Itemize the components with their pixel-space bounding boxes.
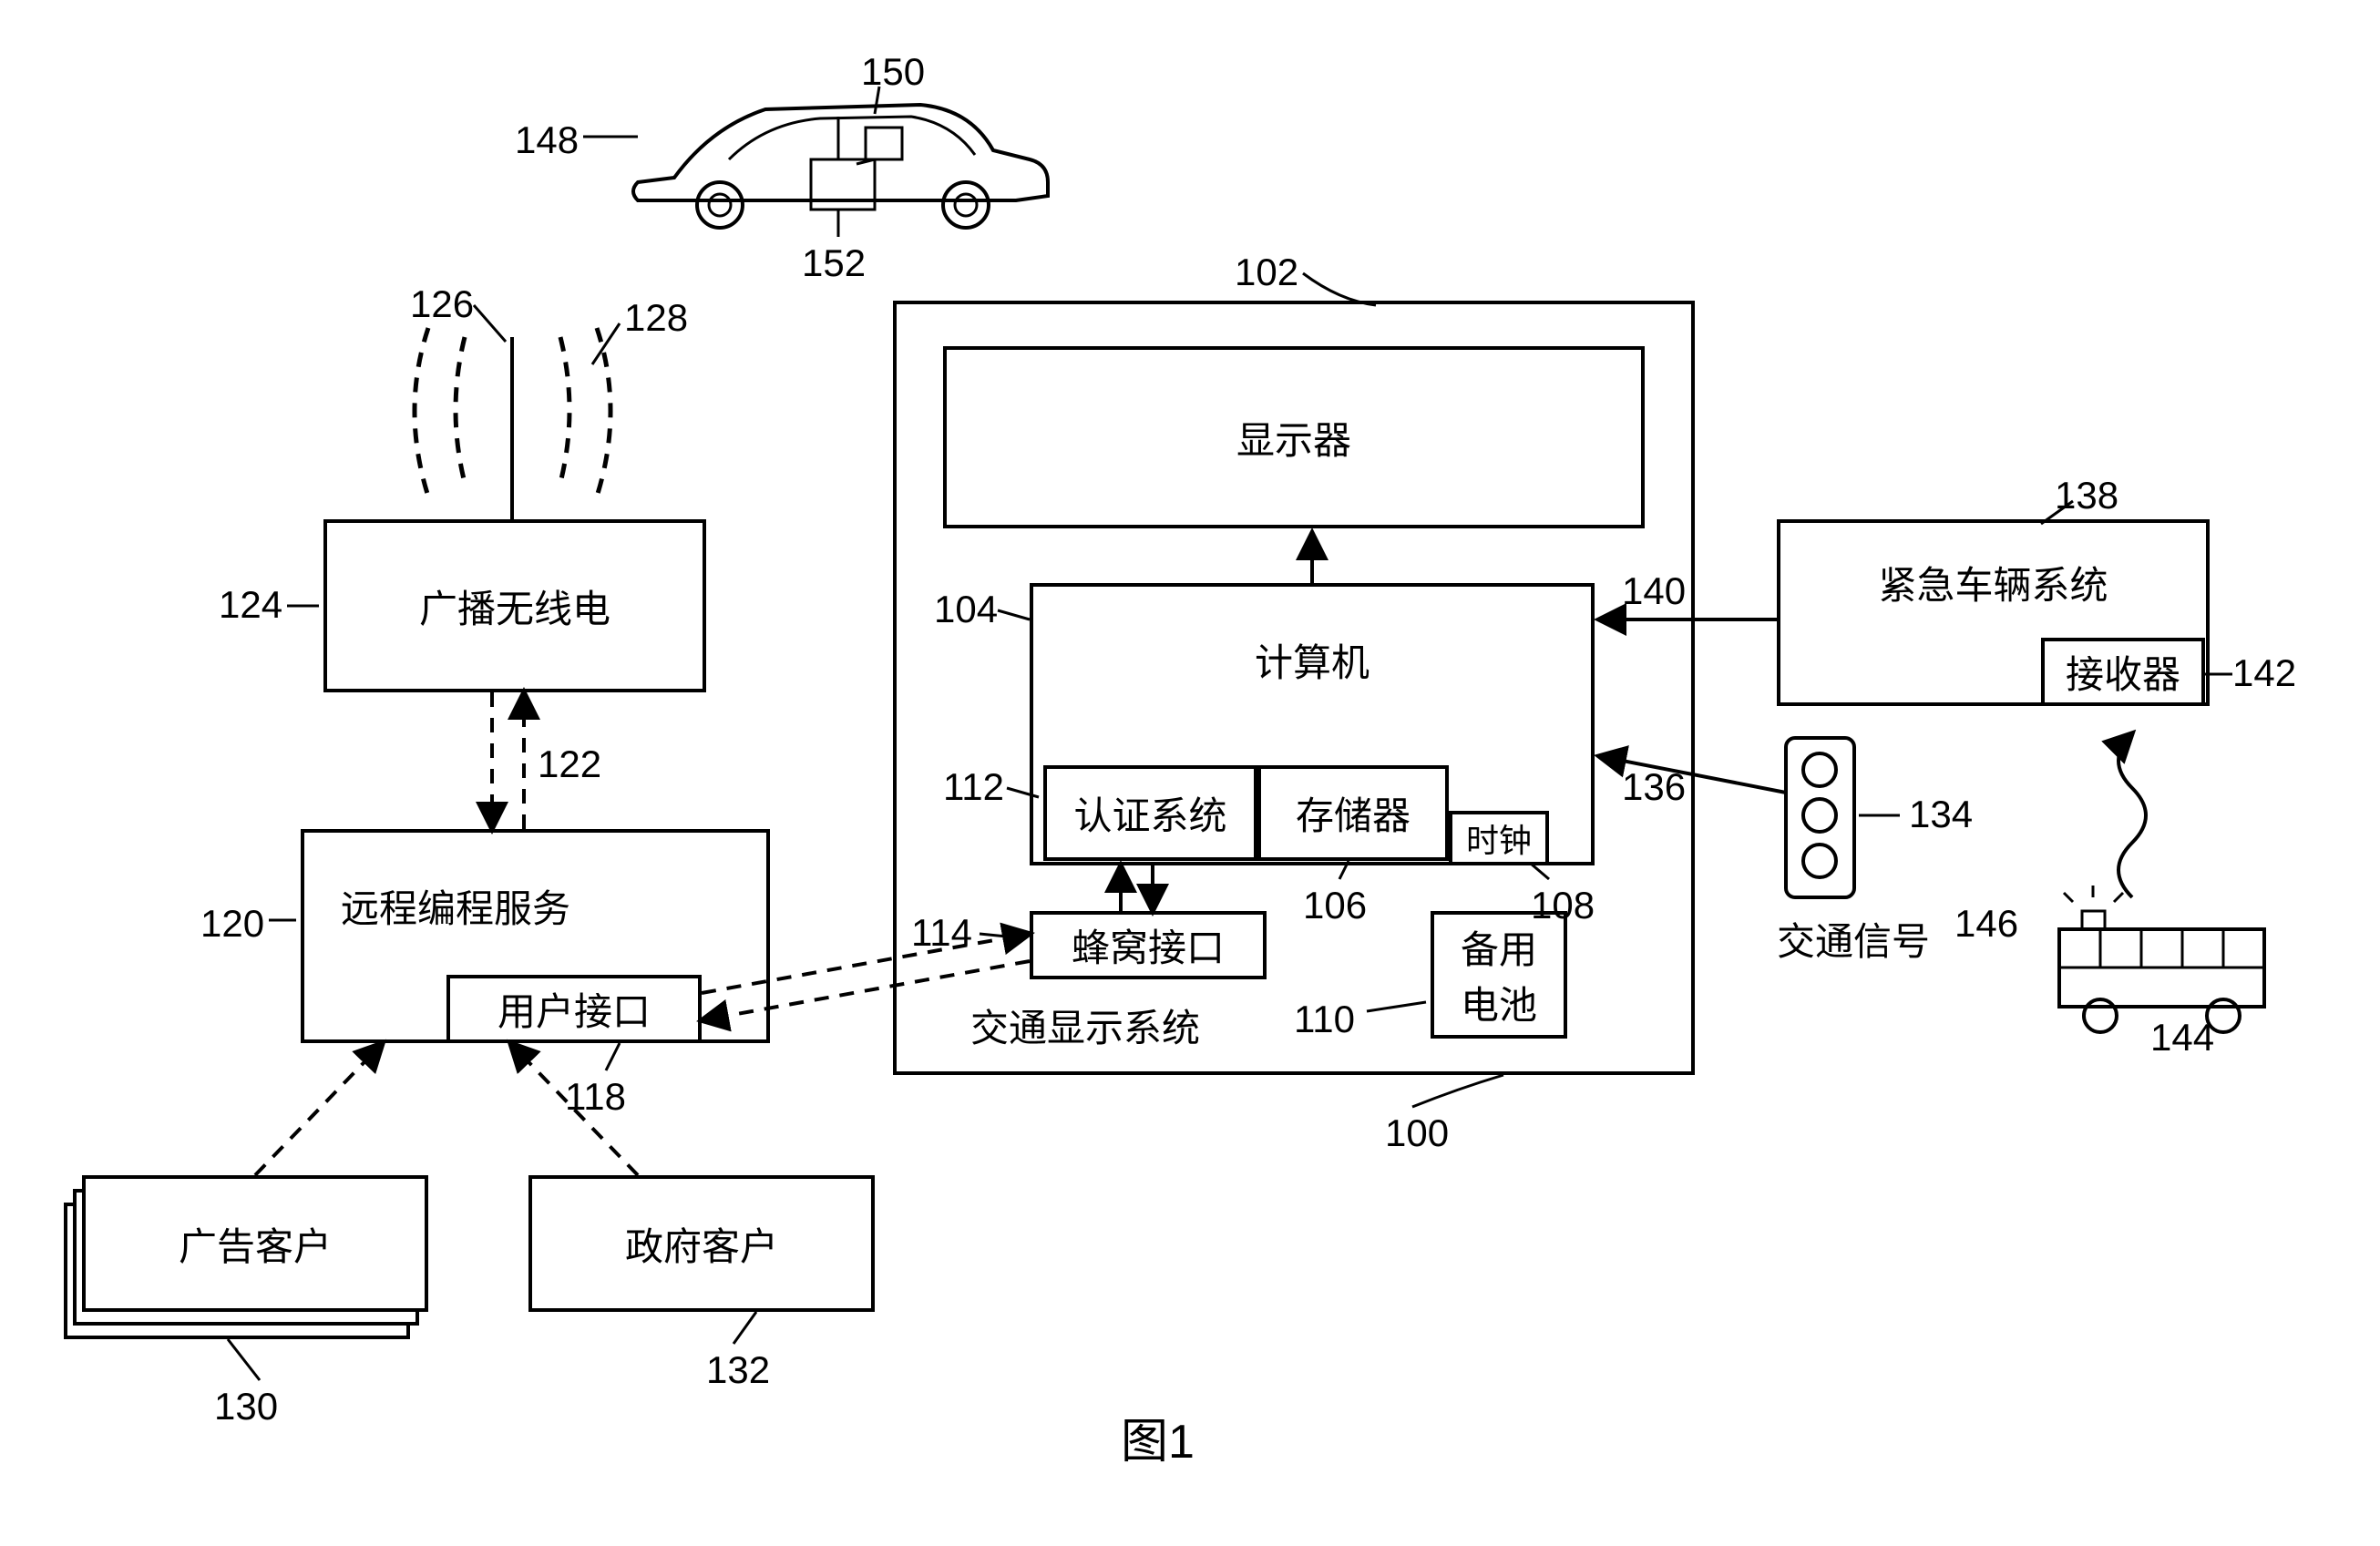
ref-132: 132: [706, 1348, 770, 1392]
radio-box: 广播无线电: [323, 519, 706, 692]
memory-box: 存储器: [1257, 765, 1449, 861]
battery-label-2: 电池: [1461, 975, 1537, 1030]
ref-124: 124: [219, 583, 282, 627]
ref-128: 128: [624, 296, 688, 340]
battery-box: 备用 电池: [1431, 911, 1567, 1039]
ref-140: 140: [1622, 569, 1686, 613]
cellular-if-box: 蜂窝接口: [1030, 911, 1267, 979]
traffic-display-caption: 交通显示系统: [970, 998, 1200, 1053]
battery-label-1: 备用: [1461, 919, 1537, 975]
gov-client-label: 政府客户: [625, 1216, 778, 1272]
ref-146: 146: [1954, 902, 2018, 946]
traffic-light-icon: [1786, 738, 1854, 897]
ad-client-box: 广告客户: [82, 1175, 428, 1312]
ref-112: 112: [943, 765, 1004, 809]
memory-label: 存储器: [1296, 785, 1411, 841]
ref-144: 144: [2150, 1016, 2214, 1060]
ref-130: 130: [214, 1385, 278, 1428]
clock-label: 时钟: [1466, 814, 1532, 862]
clock-box: 时钟: [1449, 811, 1549, 865]
remote-label: 远程编程服务: [341, 878, 570, 934]
ad-client-label: 广告客户: [179, 1216, 332, 1272]
ref-114: 114: [911, 911, 972, 955]
emergency-label: 紧急车辆系统: [1878, 555, 2108, 610]
car-icon: [633, 105, 1048, 228]
ref-122: 122: [538, 742, 601, 786]
ref-106: 106: [1303, 884, 1367, 927]
ref-108: 108: [1531, 884, 1595, 927]
ref-138: 138: [2055, 474, 2118, 517]
ref-142: 142: [2232, 651, 2296, 695]
display-box: 显示器: [943, 346, 1645, 528]
receiver-label: 接收器: [2066, 644, 2180, 700]
receiver-box: 接收器: [2041, 638, 2205, 706]
radio-label: 广播无线电: [419, 578, 610, 634]
ref-136: 136: [1622, 765, 1686, 809]
cellular-label: 蜂窝接口: [1072, 917, 1225, 973]
computer-label: 计算机: [1255, 632, 1370, 688]
ref-148: 148: [515, 118, 579, 162]
user-if-label: 用户接口: [498, 981, 651, 1037]
traffic-signal-caption: 交通信号: [1777, 911, 1930, 967]
ref-100: 100: [1385, 1111, 1449, 1155]
ref-102: 102: [1235, 251, 1298, 294]
ref-126: 126: [410, 282, 474, 326]
gov-client-box: 政府客户: [528, 1175, 875, 1312]
ref-118: 118: [565, 1075, 626, 1119]
user-if-box: 用户接口: [446, 975, 702, 1043]
figure-title: 图1: [1121, 1403, 1195, 1471]
ref-110: 110: [1294, 998, 1355, 1041]
auth-system-box: 认证系统: [1043, 765, 1257, 861]
ref-134: 134: [1909, 793, 1973, 836]
bus-icon: [2059, 886, 2264, 1032]
ref-150: 150: [861, 50, 925, 94]
auth-label: 认证系统: [1073, 785, 1226, 841]
display-label: 显示器: [1236, 410, 1351, 466]
ref-152: 152: [802, 241, 866, 285]
ref-120: 120: [200, 902, 264, 946]
diagram-canvas: 显示器 计算机 认证系统 存储器 时钟 蜂窝接口 备用 电池 交通显示系统 广播…: [0, 0, 2380, 1546]
ref-104: 104: [934, 588, 998, 631]
